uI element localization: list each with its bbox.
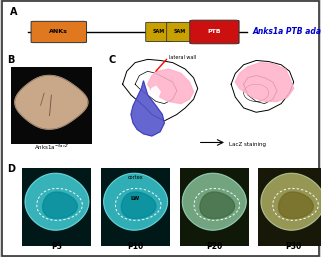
Text: Anks1a PTB adaptor: Anks1a PTB adaptor [253, 27, 321, 36]
Text: P20: P20 [206, 242, 222, 251]
Text: Anks1a$^{-/lacZ}$: Anks1a$^{-/lacZ}$ [34, 142, 69, 152]
Text: P3: P3 [51, 242, 63, 251]
FancyBboxPatch shape [31, 21, 87, 43]
Bar [11, 67, 92, 144]
Text: lateral wall: lateral wall [169, 55, 196, 60]
Polygon shape [152, 86, 160, 97]
Bar [180, 168, 249, 246]
FancyBboxPatch shape [146, 22, 172, 42]
Text: P10: P10 [127, 242, 144, 251]
Polygon shape [131, 81, 164, 136]
Text: ANKs: ANKs [49, 30, 68, 34]
Polygon shape [235, 63, 294, 102]
Text: D: D [7, 164, 15, 174]
Polygon shape [261, 173, 321, 230]
Polygon shape [43, 192, 77, 218]
Polygon shape [148, 69, 194, 104]
Bar [101, 168, 170, 246]
Text: A: A [10, 7, 17, 17]
Text: B: B [7, 55, 15, 65]
Polygon shape [182, 173, 246, 230]
Text: C: C [108, 55, 115, 65]
Polygon shape [15, 76, 88, 129]
Text: SAM: SAM [173, 30, 186, 34]
Text: PTB: PTB [208, 30, 221, 34]
Polygon shape [231, 60, 294, 112]
Text: cortex: cortex [128, 175, 143, 180]
Text: SAM: SAM [152, 30, 165, 34]
Text: LW: LW [131, 196, 140, 201]
Polygon shape [104, 173, 168, 230]
Polygon shape [279, 192, 313, 218]
FancyBboxPatch shape [2, 1, 319, 256]
Polygon shape [121, 192, 156, 218]
Text: P30: P30 [285, 242, 301, 251]
Text: LacZ staining: LacZ staining [229, 142, 266, 147]
Polygon shape [25, 173, 89, 230]
FancyBboxPatch shape [190, 20, 239, 44]
Polygon shape [200, 192, 235, 218]
Bar [258, 168, 321, 246]
FancyBboxPatch shape [167, 22, 193, 42]
Bar [22, 168, 91, 246]
